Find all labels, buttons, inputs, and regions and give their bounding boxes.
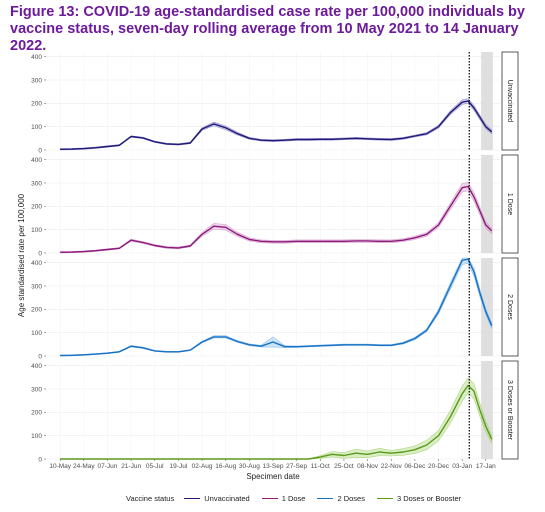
x-tick-label: 16-Aug xyxy=(215,463,236,470)
series-line xyxy=(60,384,493,460)
legend-swatch-2-doses xyxy=(317,497,334,499)
facet-strip xyxy=(501,257,519,357)
panel-3-doses-or-booster: 0 100 200 300 400 3 Doses or Booster xyxy=(31,360,519,463)
confidence-band xyxy=(59,98,492,151)
x-tick-label: 25-Oct xyxy=(334,463,354,470)
x-tick-label: 02-Aug xyxy=(192,463,213,470)
x-tick-label: 10-May xyxy=(49,463,71,470)
x-tick-label: 30-Aug xyxy=(239,463,260,470)
legend-label-3-doses: 3 Doses or Booster xyxy=(396,493,462,503)
legend-item-2-doses: 2 Doses xyxy=(317,494,365,503)
y-tick-label: 400 xyxy=(31,363,42,370)
confidence-band xyxy=(59,257,492,357)
confidence-band xyxy=(59,181,492,254)
y-tick-label: 300 xyxy=(31,283,42,290)
x-tick-label: 03-Jan xyxy=(452,463,472,470)
legend-swatch-3-doses xyxy=(376,497,393,499)
facet-strip xyxy=(501,154,519,254)
incomplete-data-band xyxy=(481,52,493,150)
legend-swatch-1-dose xyxy=(261,497,278,499)
x-tick-label: 27-Sep xyxy=(286,463,307,470)
x-tick-label: 24-May xyxy=(73,463,95,470)
legend-label-2-doses: 2 Doses xyxy=(337,493,365,503)
y-tick-label: 300 xyxy=(31,77,42,84)
incomplete-data-band xyxy=(481,361,493,459)
incomplete-data-band xyxy=(481,258,493,356)
facet-strip xyxy=(501,51,519,151)
chart-legend: Vaccine status Unvaccinated 1 Dose 2 Dos… xyxy=(126,492,473,504)
y-tick-label: 300 xyxy=(31,180,42,187)
legend-swatch-unvaccinated xyxy=(184,497,201,499)
x-tick-label: 17-Jan xyxy=(476,463,496,470)
panel-1-dose: 0 100 200 300 400 1 Dose xyxy=(31,154,519,257)
y-tick-label: 400 xyxy=(31,54,42,61)
y-tick-label: 100 xyxy=(31,227,42,234)
x-tick-label: 21-Jun xyxy=(121,463,141,470)
facet-strip-label: Unvaccinated xyxy=(506,80,513,123)
panel-2-doses: 0 100 200 300 400 2 Doses xyxy=(31,257,519,360)
series-line xyxy=(60,185,493,253)
y-tick-label: 100 xyxy=(31,433,42,440)
series-line xyxy=(60,100,493,150)
y-tick-label: 200 xyxy=(31,410,42,417)
legend-item-1-dose: 1 Dose xyxy=(261,493,306,503)
legend-label-unvaccinated: Unvaccinated xyxy=(204,493,250,503)
y-tick-label: 300 xyxy=(31,386,42,393)
x-axis-title: Specimen date xyxy=(246,472,300,481)
y-tick-label: 0 xyxy=(38,250,42,257)
y-tick-label: 400 xyxy=(31,157,42,164)
panel-unvaccinated: 0 100 200 300 400 Unvaccinated xyxy=(31,51,519,154)
x-tick-label: 19-Jul xyxy=(170,463,188,470)
facet-strip-label: 1 Dose xyxy=(506,193,513,215)
series-line xyxy=(60,258,493,357)
facet-strip-label: 2 Doses xyxy=(506,294,513,320)
y-tick-label: 100 xyxy=(31,330,42,337)
y-tick-label: 0 xyxy=(38,353,42,360)
x-tick-label: 05-Jul xyxy=(146,463,164,470)
x-tick-label: 11-Oct xyxy=(311,463,330,470)
y-tick-label: 200 xyxy=(31,204,42,211)
legend-item-unvaccinated: Unvaccinated xyxy=(184,493,250,503)
facet-strip-label: 3 Doses or Booster xyxy=(506,380,513,441)
x-tick-label: 20-Dec xyxy=(428,463,450,470)
x-tick-label: 13-Sep xyxy=(263,463,284,470)
x-tick-label: 22-Nov xyxy=(381,463,403,470)
x-tick-label: 08-Nov xyxy=(357,463,379,470)
facet-strip xyxy=(501,360,519,460)
figure-title: Figure 13: COVID-19 age-standardised cas… xyxy=(10,4,525,54)
legend-title: Vaccine status xyxy=(126,493,175,503)
x-tick-label: 07-Jun xyxy=(98,463,118,470)
y-tick-label: 200 xyxy=(31,307,42,314)
x-tick-label: 06-Dec xyxy=(404,463,426,470)
y-tick-label: 0 xyxy=(38,147,42,154)
legend-item-3-doses: 3 Doses or Booster xyxy=(376,493,462,503)
y-axis-title: Age standardised rate per 100,000 xyxy=(17,193,26,317)
y-tick-label: 200 xyxy=(31,101,42,108)
y-tick-label: 100 xyxy=(31,124,42,131)
y-tick-label: 400 xyxy=(31,260,42,267)
legend-label-1-dose: 1 Dose xyxy=(281,493,306,503)
y-tick-label: 0 xyxy=(38,456,42,463)
incomplete-data-band xyxy=(481,155,493,253)
